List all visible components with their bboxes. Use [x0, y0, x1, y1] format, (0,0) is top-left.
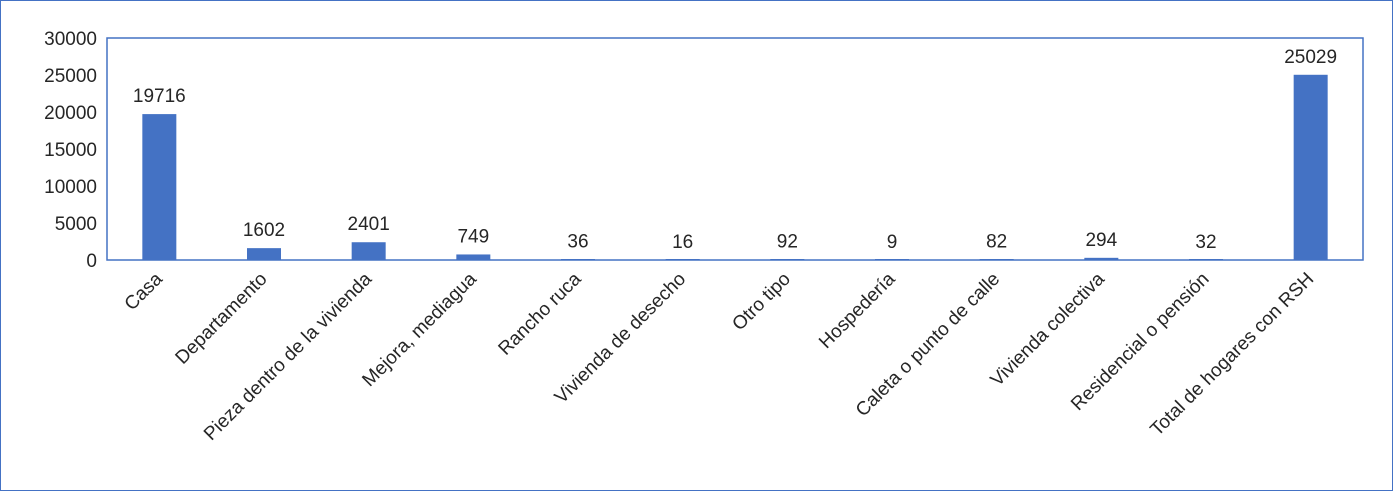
bar: [247, 248, 281, 260]
y-tick-label: 15000: [44, 140, 97, 161]
category-label: Vivienda colectiva: [987, 268, 1109, 390]
data-labels: 19716 1602 2401 749 36 16 92 9 82 294 32 25029: [133, 47, 1337, 253]
data-label: 2401: [348, 214, 390, 235]
bar-series: [142, 74, 1328, 261]
data-label: 9: [887, 232, 898, 253]
data-label: 32: [1195, 232, 1216, 253]
data-label: 19716: [133, 86, 186, 107]
data-label: 92: [777, 231, 798, 252]
bar: [456, 254, 491, 260]
category-label: Otro tipo: [728, 269, 794, 335]
data-label: 294: [1085, 230, 1117, 251]
data-label: 36: [567, 232, 588, 253]
bar: [1189, 259, 1223, 260]
y-tick-label: 10000: [44, 177, 97, 198]
plot-area: [106, 37, 1364, 261]
category-label: Hospedería: [815, 268, 900, 353]
data-label: 16: [672, 232, 693, 253]
category-label: Casa: [121, 268, 168, 315]
y-tick-label: 20000: [44, 103, 97, 124]
bar: [142, 114, 177, 261]
y-tick-label: 5000: [55, 214, 97, 235]
y-axis: 0 5000 10000 15000 20000 25000 30000: [44, 29, 97, 272]
bar: [979, 259, 1014, 260]
bar: [1084, 257, 1119, 260]
bar: [351, 242, 386, 260]
bar: [875, 259, 909, 260]
bar: [561, 259, 595, 260]
y-tick-label: 0: [86, 251, 97, 272]
y-tick-label: 30000: [44, 29, 97, 50]
category-label: Rancho ruca: [495, 268, 586, 359]
category-label: Pieza dentro de la vivienda: [200, 268, 376, 444]
category-label: Mejora, mediagua: [358, 268, 481, 391]
data-label: 749: [457, 226, 489, 247]
bar: [770, 259, 805, 260]
bar: [1293, 74, 1328, 260]
data-label: 1602: [243, 220, 285, 241]
data-label: 25029: [1284, 47, 1337, 68]
bar: [665, 259, 700, 260]
data-label: 82: [986, 231, 1007, 252]
category-label: Departamento: [172, 269, 272, 369]
y-tick-label: 25000: [44, 66, 97, 87]
